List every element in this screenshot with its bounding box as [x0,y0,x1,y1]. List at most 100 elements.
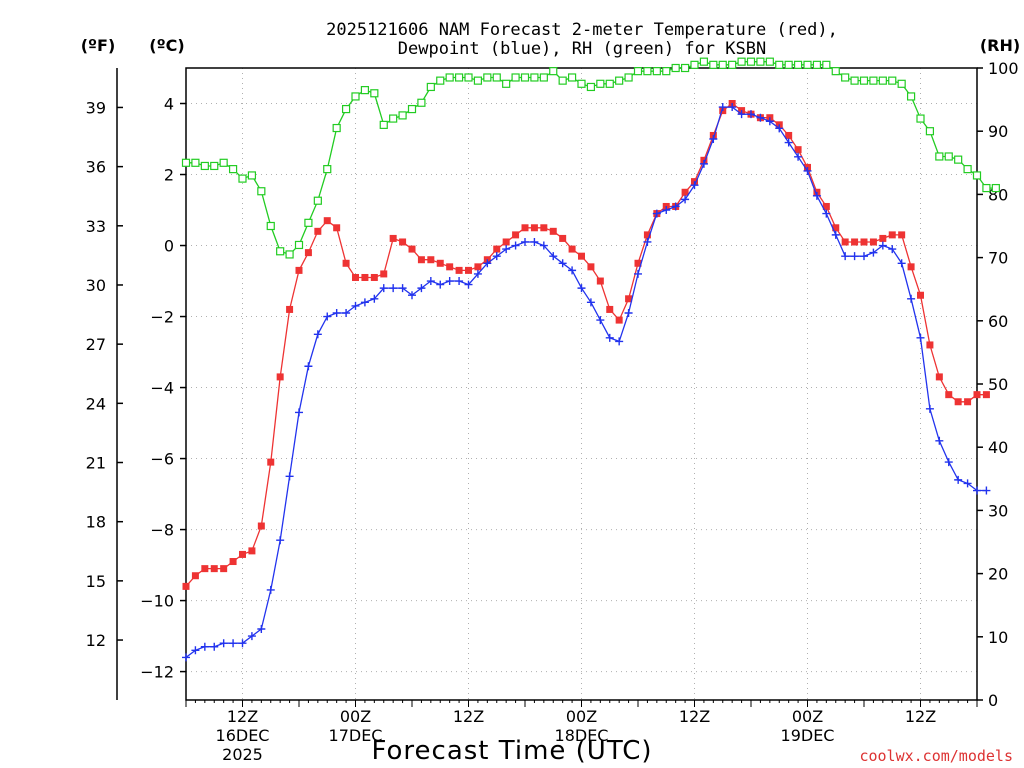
rh-point [379,120,388,129]
temperature-point [417,256,425,264]
rh-point [925,127,935,136]
dewpoint-point [784,138,793,147]
x-tick-label: 12Z [453,707,484,726]
rh-point [954,155,963,164]
dewpoint-point [483,259,492,268]
dewpoint-point [492,252,501,261]
temperature-point [493,245,501,253]
rh-point [746,57,756,66]
rh-axis-label: (RH) [980,36,1020,55]
temperature-point [954,398,962,406]
temperature-point [869,238,877,246]
rh-point [351,92,360,101]
rh-point [652,67,661,76]
temperature-point [370,273,378,281]
dewpoint-point [634,269,642,278]
temperature-point [841,238,849,246]
rh-point [238,174,247,183]
rh-point [181,158,191,167]
fahrenheit-tick-label: 12 [86,631,106,650]
x-tick-label: 00Z [566,707,597,726]
temperature-point [521,224,529,232]
temperature-point [578,252,585,260]
rh-tick-label: 70 [988,249,1008,268]
rh-point [464,73,473,82]
temperature-point [220,565,228,573]
dewpoint-point [671,202,680,211]
series-rh [181,57,1000,259]
rh-point [972,171,982,180]
rh-point [662,67,671,76]
temperature-point [210,565,218,573]
dewpoint-point [982,486,991,495]
temperature-point [832,224,840,232]
rh-point [869,76,878,85]
dewpoint-point [822,209,831,218]
rh-point [775,60,784,69]
dewpoint-point [605,333,614,342]
fahrenheit-tick-label: 39 [86,98,106,117]
dewpoint-point [389,284,398,293]
rh-point [756,57,765,66]
dewpoint-point [709,135,718,144]
dewpoint-point [643,237,652,246]
dewpoint-point [539,241,548,250]
rh-point [699,57,709,66]
dewpoint-point [737,110,746,119]
credit-link[interactable]: coolwx.com/models [859,747,1013,765]
temperature-point [342,259,350,267]
dewpoint-point [473,269,482,278]
temperature-point [182,582,190,590]
x-tick-label: 12Z [905,707,936,726]
rh-point [276,247,285,256]
dewpoint-point [200,642,209,651]
dewpoint-point [257,624,266,633]
rh-point [737,57,746,66]
dewpoint-point [247,632,256,641]
celsius-tick-label: −10 [140,592,174,611]
temperature-point [304,249,312,257]
dewpoint-point [577,284,586,293]
x-tick-label: 17DEC [329,726,383,745]
rh-point [407,104,417,114]
rh-point [991,183,1000,193]
rh-point [803,60,812,69]
x-tick-label: 18DEC [555,726,609,745]
fahrenheit-tick-label: 24 [86,394,106,413]
temperature-point [926,341,934,349]
rh-tick-label: 0 [988,691,998,710]
rh-point [605,79,614,88]
rh-point [859,76,869,85]
temperature-point [945,391,953,399]
rh-point [765,57,774,66]
tick-labels: −12−10−8−6−4−202412151821242730333639010… [86,59,1019,764]
celsius-tick-label: 4 [164,95,174,114]
dewpoint-point [747,110,755,119]
rh-tick-label: 40 [988,438,1008,457]
rh-point [332,123,341,133]
temperature-point [361,273,369,281]
dewpoint-point [295,408,303,417]
dewpoint-point [408,291,416,300]
rh-point [690,60,699,69]
series-line-temperature [185,102,987,587]
temperature-point [973,391,981,399]
fahrenheit-tick-label: 30 [86,276,106,295]
dewpoint-point [681,195,690,204]
dewpoint-point [266,585,275,594]
temperature-point [587,263,595,271]
temperature-point [248,547,256,555]
rh-point [389,114,398,123]
temperature-point [408,245,416,253]
rh-point [793,60,803,69]
rh-point [549,67,558,76]
temperature-point [822,202,830,210]
dewpoint-point [464,280,473,289]
dewpoint-point [379,284,388,293]
rh-point [963,165,972,174]
rh-point [398,111,407,120]
dewpoint-point [511,241,520,250]
dewpoint-point [916,333,925,342]
dewpoint-point [398,284,407,293]
